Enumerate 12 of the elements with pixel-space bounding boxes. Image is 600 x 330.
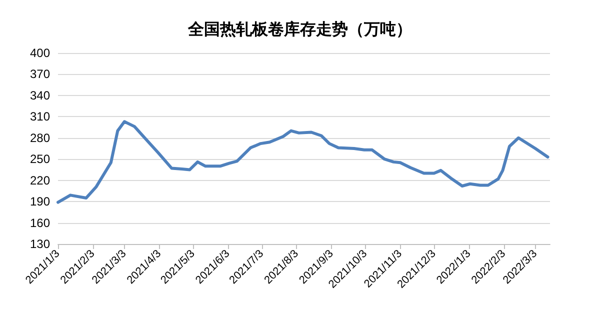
y-tick-label: 400 bbox=[30, 46, 50, 60]
chart-title: 全国热轧板卷库存走势（万吨） bbox=[187, 20, 412, 38]
y-tick-label: 280 bbox=[30, 130, 50, 145]
y-tick-label: 190 bbox=[30, 194, 50, 209]
line-series bbox=[56, 120, 550, 204]
y-tick-label: 370 bbox=[30, 67, 50, 82]
y-tick-label: 130 bbox=[30, 237, 50, 251]
y-tick-label: 250 bbox=[30, 152, 50, 166]
y-tick-label: 220 bbox=[30, 173, 50, 188]
y-tick-label: 160 bbox=[30, 216, 50, 230]
y-tick-label: 310 bbox=[30, 110, 50, 124]
y-tick-label: 340 bbox=[30, 88, 50, 102]
